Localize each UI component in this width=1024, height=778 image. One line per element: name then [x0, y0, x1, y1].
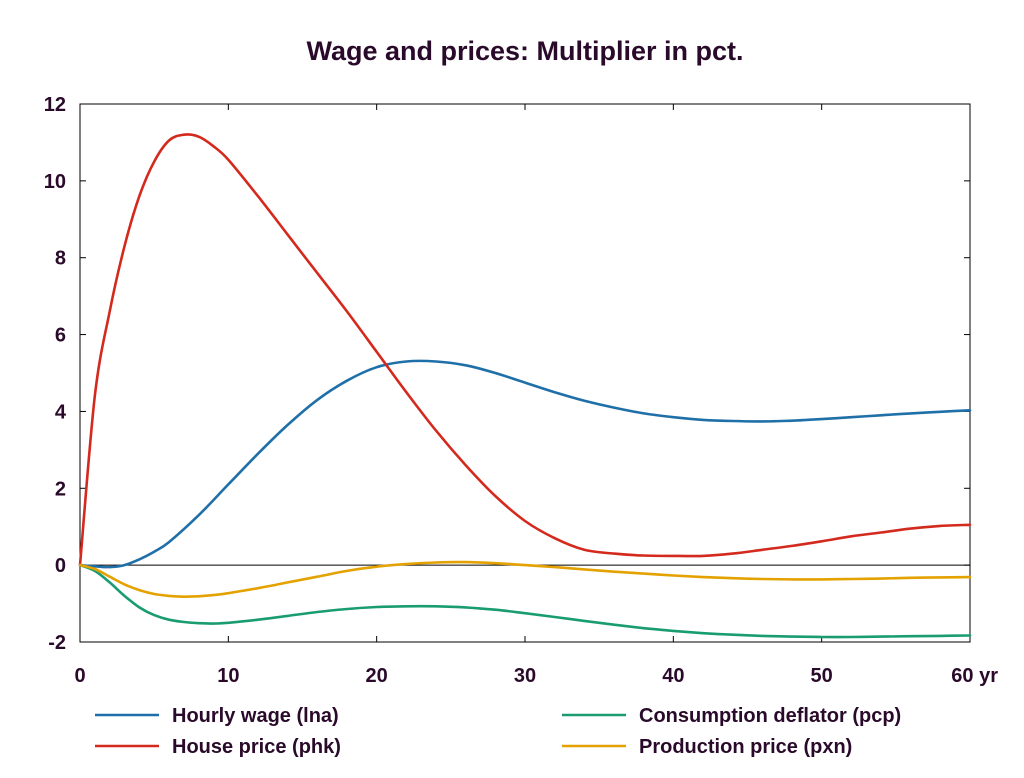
x-tick-label: 10 — [217, 665, 239, 687]
series-line-hourly-wage-lna — [78, 359, 972, 569]
x-tick-label: 60 yr — [951, 665, 998, 687]
plot-border — [79, 103, 971, 643]
y-tick-label: 2 — [55, 478, 66, 500]
x-tick-label: 40 — [662, 665, 684, 687]
legend-label: Consumption deflator (pcp) — [639, 705, 901, 727]
legend: Hourly wage (lna) House price (phk) Consum… — [95, 705, 901, 758]
x-axis: 0 10 20 30 40 50 60 yr — [74, 104, 998, 687]
x-tick-label: 20 — [366, 665, 388, 687]
legend-label: Production price (pxn) — [639, 736, 852, 758]
y-tick-label: 10 — [44, 171, 66, 193]
series-line-production-price-pxn — [78, 560, 972, 598]
plot-area — [79, 103, 971, 643]
series-line-consumption-deflator-pcp — [78, 563, 972, 639]
series-line-house-price-phk — [78, 133, 972, 567]
series-group — [78, 133, 972, 639]
y-tick-label: 6 — [55, 325, 66, 347]
x-tick-label: 50 — [811, 665, 833, 687]
y-tick-label: 0 — [55, 555, 66, 577]
x-tick-label: 30 — [514, 665, 536, 687]
legend-label: House price (phk) — [172, 736, 341, 758]
legend-label: Hourly wage (lna) — [172, 705, 339, 727]
y-axis: -2 0 2 4 6 8 10 12 — [44, 94, 970, 654]
y-tick-label: 8 — [55, 248, 66, 270]
y-tick-label: 4 — [55, 401, 67, 423]
x-tick-label: 0 — [74, 665, 85, 687]
chart-title: Wage and prices: Multiplier in pct. — [306, 36, 743, 66]
y-tick-label: 12 — [44, 94, 66, 116]
y-tick-label: -2 — [48, 632, 66, 654]
